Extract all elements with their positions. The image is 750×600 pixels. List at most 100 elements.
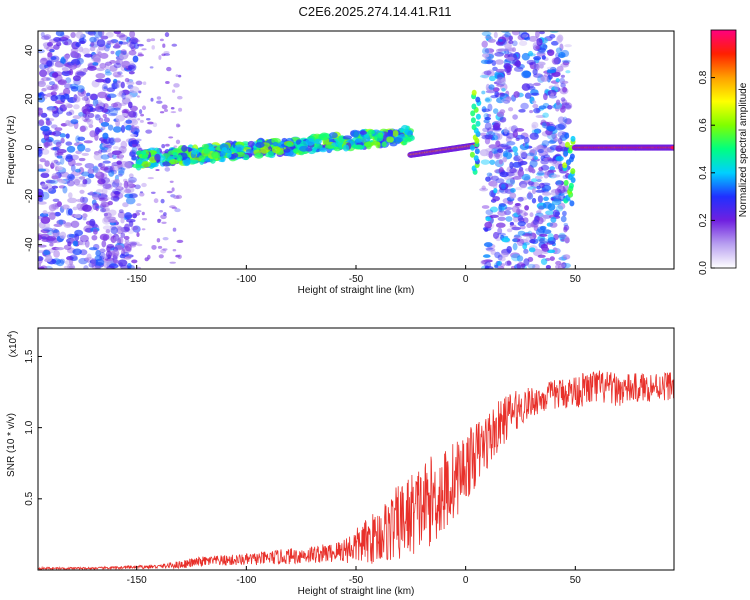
spectrogram-cell (540, 121, 551, 127)
spectrogram-cell (83, 140, 93, 144)
spectrogram-cell (48, 81, 56, 86)
spectrogram-cell (150, 97, 154, 102)
spectrogram-cell (74, 162, 83, 166)
spectrogram-cell (539, 238, 545, 244)
spectrogram-cell (89, 46, 96, 52)
spectrogram-cell (404, 137, 412, 143)
spectrogram-cell (160, 248, 167, 254)
spectrogram-cell (104, 69, 111, 74)
spectrogram-cell (136, 232, 140, 238)
spectrogram-cell (508, 125, 517, 132)
spectrogram-cell (508, 40, 514, 45)
spectrogram-cell (555, 180, 565, 186)
spectrogram-cell (44, 222, 50, 230)
spectrogram-cell (155, 168, 160, 172)
snr-y-label: SNR (10 * v/v) (6, 413, 17, 477)
spectrogram-cell (528, 180, 535, 187)
spectrogram-cell (178, 74, 182, 78)
spectrogram-cell (129, 86, 140, 94)
spectrogram-cell (52, 130, 62, 137)
spectrogram-cell (161, 104, 168, 110)
spectrogram-cell (152, 122, 158, 128)
spectrogram-cell (55, 203, 60, 208)
spectrogram-cell (520, 183, 527, 189)
spectrogram-cell (103, 103, 109, 109)
spectrogram-cell (43, 141, 49, 149)
spectrogram-cell (141, 218, 148, 221)
spectrogram-cell (107, 200, 113, 206)
spectrogram-cell (175, 74, 179, 77)
spectrogram-cell (89, 130, 97, 138)
spectrogram-cell (94, 113, 100, 119)
spectrogram-cell (141, 48, 147, 51)
spectrogram-cell (530, 178, 538, 183)
colorbar-tick-label: 0.4 (698, 165, 709, 179)
spectrogram-cell (70, 119, 79, 125)
spectrogram-cell (392, 130, 399, 137)
spectrogram-cell (532, 103, 539, 109)
spectrogram-cell (119, 102, 127, 106)
spectrogram-cell (38, 143, 42, 147)
spectrogram-cell (92, 167, 101, 173)
spectrogram-cell (45, 117, 50, 121)
spectrogram-cell (536, 178, 542, 183)
spectrogram-cell (135, 125, 140, 130)
spectrogram-cell (546, 66, 556, 70)
spectrogram-cell (56, 151, 64, 156)
spectrogram-cell (514, 202, 521, 207)
spectrogram-cell (101, 173, 108, 180)
spectrogram-cell (141, 182, 147, 188)
spectrogram-cell (120, 187, 125, 195)
spectrogram-cell (107, 124, 114, 131)
spectrogram-cell (162, 161, 171, 167)
spectrogram-cell (531, 197, 537, 204)
spectrogram-cell (542, 112, 549, 118)
spectrogram-cell (95, 73, 106, 79)
spectrogram-cell (511, 253, 521, 262)
spectrogram-cell (555, 47, 562, 54)
spectrogram-cell (100, 208, 107, 213)
spectrogram-cell (292, 148, 299, 154)
spectrogram-cell (492, 195, 501, 202)
spectrogram-cell (123, 242, 129, 249)
snr-y-ticks: 0.5 1.0 1.5 (24, 349, 42, 506)
spectrogram-cell (93, 228, 98, 235)
spectrogram-cell (481, 31, 492, 37)
spectrogram-cell (552, 195, 561, 201)
spectrogram-cell (552, 209, 560, 218)
spectrogram-cell (112, 153, 117, 160)
spectrogram-cell (81, 113, 86, 122)
spectrogram-cell (556, 35, 563, 44)
spectrogram-cell (38, 119, 45, 126)
spectrogram-cell (52, 146, 60, 151)
spectrogram-cell (165, 143, 170, 147)
spectrogram-x-label: Height of straight line (km) (298, 285, 415, 296)
spectrogram-cell (521, 70, 532, 79)
spectrogram-cell (169, 180, 174, 183)
spectrogram-y-ticks: -40 -20 0 20 40 (24, 44, 42, 252)
spectrogram-cell (78, 46, 84, 53)
spectrogram-cell (99, 248, 106, 253)
spectrogram-cell (59, 171, 70, 178)
spectrogram-cell (118, 170, 125, 176)
spectrogram-cell (484, 122, 492, 131)
spectrogram-cell (532, 263, 540, 269)
spectrogram-cell (73, 213, 82, 219)
spectrogram-cell (109, 65, 118, 72)
x-tick-label: 0 (463, 274, 469, 285)
spectrogram-cell (44, 160, 50, 167)
spectrogram-cell (61, 204, 70, 210)
spectrogram-cell (95, 265, 101, 269)
spectrogram-cell (116, 160, 122, 165)
spectrogram-cell (124, 212, 133, 220)
spectrogram-cell (129, 242, 137, 248)
spectrogram-cell (82, 213, 88, 219)
spectrogram-cell (547, 105, 553, 110)
spectrogram-cell (260, 146, 269, 154)
spectrogram-cell (533, 128, 542, 134)
x-tick-label: -150 (127, 274, 147, 285)
spectrogram-cell (120, 49, 127, 55)
spectrogram-cell (130, 139, 140, 145)
spectrogram-cell (483, 70, 492, 76)
spectrogram-cell (173, 145, 178, 148)
